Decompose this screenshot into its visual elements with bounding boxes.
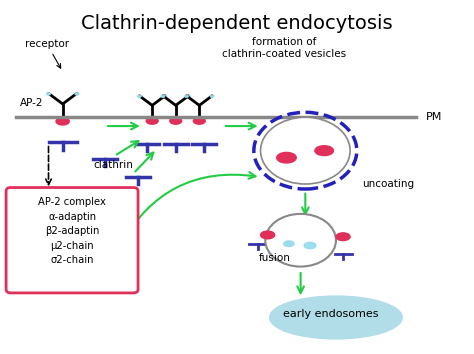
Ellipse shape [270, 296, 402, 338]
Ellipse shape [184, 95, 189, 98]
Text: AP-2: AP-2 [20, 98, 44, 108]
Ellipse shape [280, 131, 283, 133]
Ellipse shape [161, 95, 165, 98]
Ellipse shape [287, 148, 295, 152]
Ellipse shape [283, 241, 294, 246]
Ellipse shape [336, 233, 350, 241]
Ellipse shape [261, 231, 275, 239]
Ellipse shape [311, 160, 319, 164]
FancyArrowPatch shape [120, 172, 255, 245]
Text: receptor: receptor [25, 39, 69, 68]
Text: fusion: fusion [259, 253, 291, 263]
Ellipse shape [304, 242, 316, 249]
Ellipse shape [210, 95, 214, 98]
Text: PM: PM [426, 112, 442, 122]
FancyBboxPatch shape [6, 188, 138, 293]
Text: Clathrin-dependent endocytosis: Clathrin-dependent endocytosis [81, 14, 393, 33]
Ellipse shape [146, 118, 158, 124]
Text: early endosomes: early endosomes [283, 309, 379, 319]
Text: uncoating: uncoating [362, 179, 414, 189]
Ellipse shape [187, 95, 191, 98]
Ellipse shape [46, 93, 51, 95]
Ellipse shape [170, 118, 182, 124]
Circle shape [261, 117, 350, 184]
Ellipse shape [75, 93, 79, 95]
Ellipse shape [315, 146, 333, 155]
Ellipse shape [56, 118, 69, 125]
Ellipse shape [163, 95, 167, 98]
Circle shape [265, 214, 336, 267]
Ellipse shape [305, 145, 308, 147]
Text: AP-2 complex
α-adaptin
β2-adaptin
μ2-chain
σ2-chain: AP-2 complex α-adaptin β2-adaptin μ2-cha… [38, 198, 106, 265]
Text: clathrin: clathrin [93, 160, 133, 170]
Text: formation of
clathrin-coated vesicles: formation of clathrin-coated vesicles [222, 36, 346, 59]
Ellipse shape [299, 131, 302, 133]
Ellipse shape [194, 118, 205, 124]
Ellipse shape [137, 95, 141, 98]
Ellipse shape [322, 145, 324, 147]
Ellipse shape [277, 153, 296, 162]
